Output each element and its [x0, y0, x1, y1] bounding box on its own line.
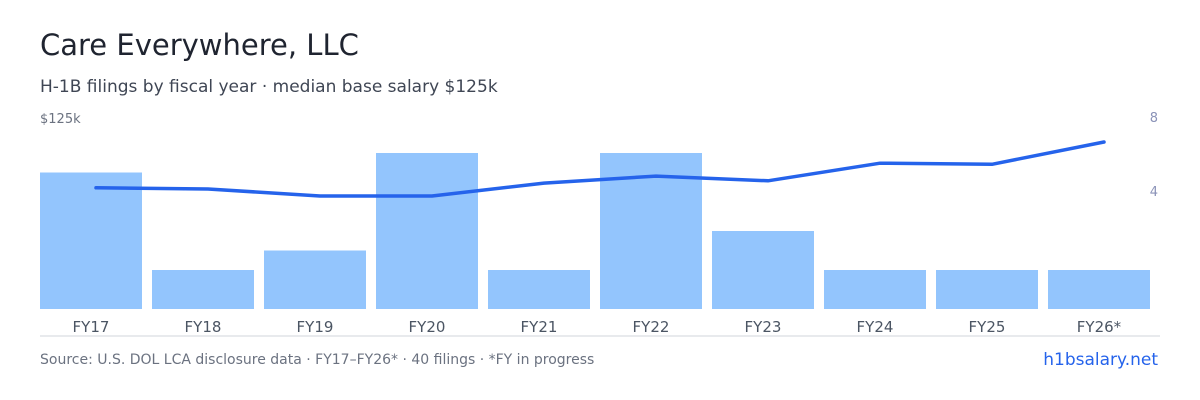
right-axis-tick: 4: [1150, 185, 1158, 200]
bar-FY24: [824, 270, 926, 309]
x-tick-label: FY20: [409, 318, 446, 336]
x-tick-label: FY22: [633, 318, 670, 336]
site-link[interactable]: h1bsalary.net: [1043, 350, 1158, 370]
x-tick-label: FY25: [969, 318, 1006, 336]
bar-FY20: [376, 153, 478, 309]
x-tick-label: FY17: [73, 318, 110, 336]
source-note: Source: U.S. DOL LCA disclosure data · F…: [40, 352, 595, 368]
x-tick-label: FY18: [185, 318, 222, 336]
salary-line: [94, 140, 1106, 198]
x-tick-label: FY19: [297, 318, 334, 336]
bar-FY25: [936, 270, 1038, 309]
x-tick-label: FY24: [857, 318, 894, 336]
bar-FY23: [712, 231, 814, 309]
bar-FY26*: [1048, 270, 1150, 309]
x-tick-label: FY21: [521, 318, 558, 336]
bar-FY21: [488, 270, 590, 309]
left-axis-label: $125k: [40, 112, 81, 127]
x-tick-label: FY23: [745, 318, 782, 336]
bar-FY18: [152, 270, 254, 309]
x-tick-label: FY26*: [1077, 318, 1122, 336]
right-axis-tick: 8: [1150, 111, 1158, 126]
bar-FY19: [264, 250, 366, 309]
bar-FY17: [40, 172, 142, 309]
chart-subtitle: H-1B filings by fiscal year · median bas…: [40, 77, 498, 97]
chart-title: Care Everywhere, LLC: [40, 28, 359, 62]
